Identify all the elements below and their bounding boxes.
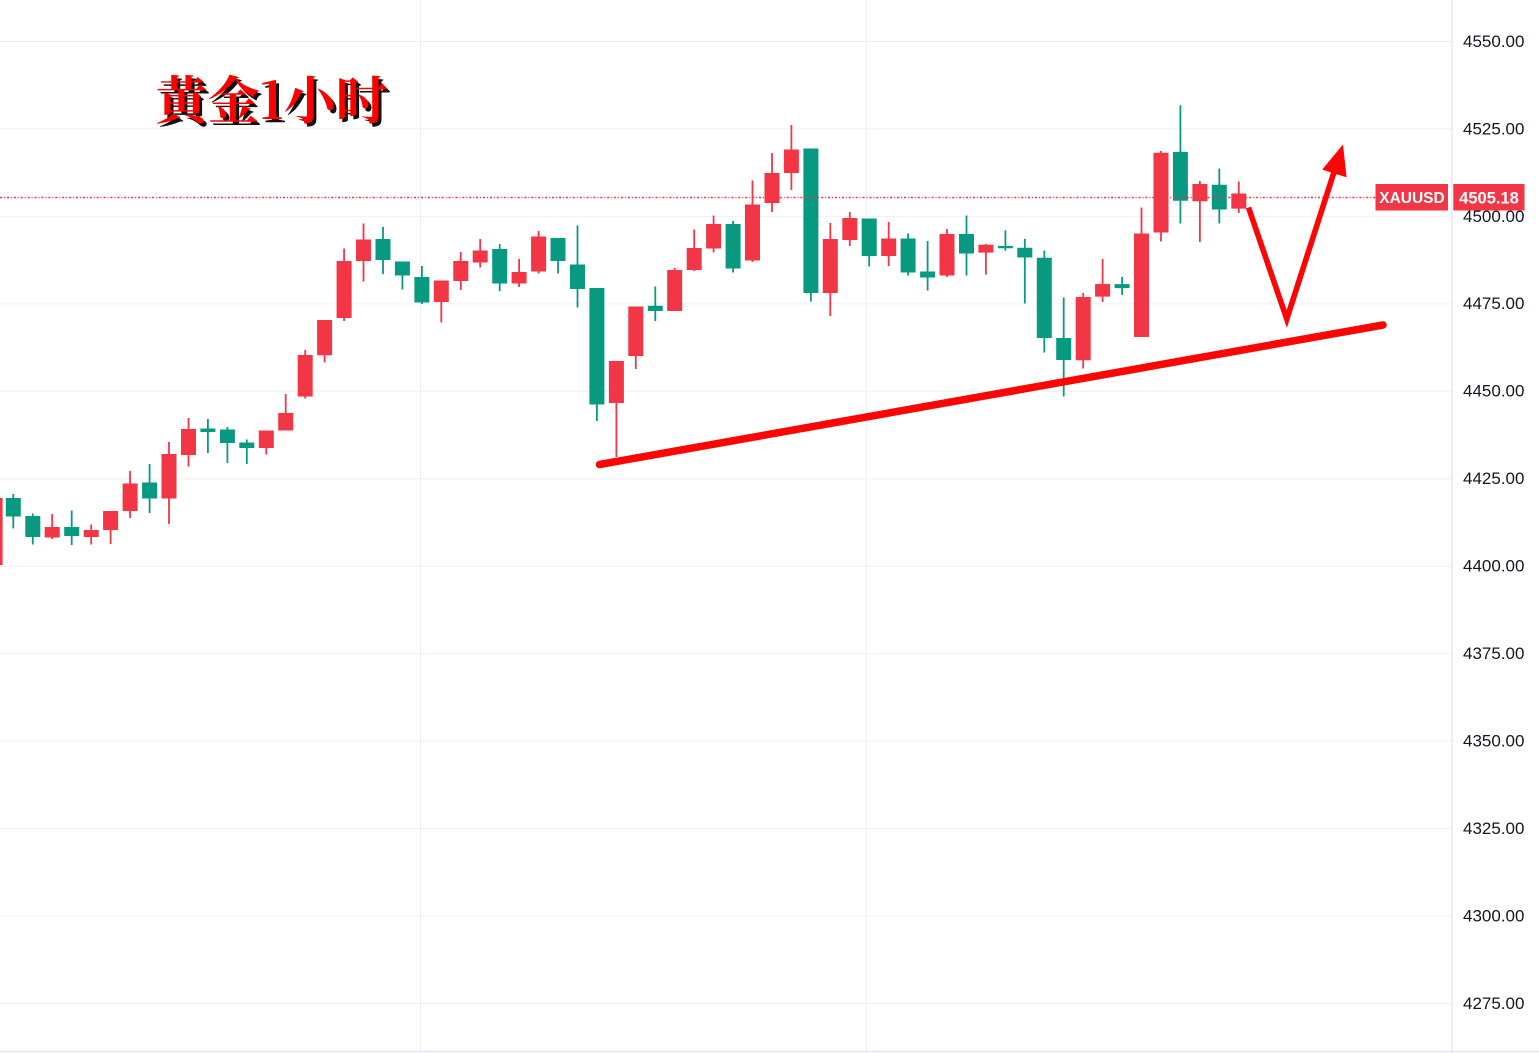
svg-text:4500.00: 4500.00: [1463, 207, 1524, 226]
svg-text:4375.00: 4375.00: [1463, 644, 1524, 663]
svg-text:4550.00: 4550.00: [1463, 32, 1524, 51]
svg-text:4325.00: 4325.00: [1463, 819, 1524, 838]
svg-text:4450.00: 4450.00: [1463, 382, 1524, 401]
svg-text:4400.00: 4400.00: [1463, 557, 1524, 576]
svg-text:4475.00: 4475.00: [1463, 294, 1524, 313]
svg-text:4275.00: 4275.00: [1463, 994, 1524, 1013]
svg-text:XAUUSD: XAUUSD: [1379, 190, 1444, 207]
svg-text:4425.00: 4425.00: [1463, 469, 1524, 488]
svg-text:4525.00: 4525.00: [1463, 119, 1524, 138]
svg-text:4300.00: 4300.00: [1463, 906, 1524, 925]
svg-text:4505.18: 4505.18: [1459, 190, 1519, 208]
svg-text:4350.00: 4350.00: [1463, 732, 1524, 751]
